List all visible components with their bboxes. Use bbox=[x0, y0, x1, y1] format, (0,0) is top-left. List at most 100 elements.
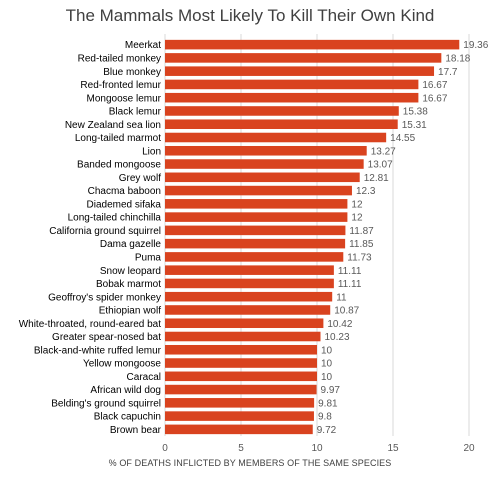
value-label: 13.07 bbox=[368, 160, 393, 171]
category-label: Black capuchin bbox=[94, 412, 161, 423]
category-label: Meerkat bbox=[125, 40, 161, 51]
value-label: 10.23 bbox=[324, 332, 349, 343]
bars bbox=[165, 39, 460, 435]
bar bbox=[165, 66, 435, 76]
value-label: 12.3 bbox=[356, 186, 376, 197]
category-label: Mongoose lemur bbox=[87, 93, 162, 104]
bar bbox=[165, 305, 331, 315]
category-label: Snow leopard bbox=[100, 266, 161, 277]
value-label: 10.42 bbox=[327, 319, 352, 330]
bar bbox=[165, 159, 364, 169]
bar bbox=[165, 238, 346, 249]
bar bbox=[165, 252, 344, 262]
value-label: 11 bbox=[336, 292, 347, 303]
category-labels: Meerkat Red-tailed monkey Blue monkey Red-f… bbox=[19, 40, 162, 436]
category-label: Bobak marmot bbox=[96, 279, 161, 290]
x-axis-title: % OF DEATHS INFLICTED BY MEMBERS OF THE … bbox=[108, 458, 392, 468]
value-label: 12 bbox=[351, 199, 363, 210]
x-tick-label: 15 bbox=[387, 443, 399, 454]
bar bbox=[165, 106, 399, 116]
category-label: Long-tailed marmot bbox=[75, 133, 161, 144]
bar bbox=[165, 424, 313, 435]
bar bbox=[165, 145, 367, 156]
bar bbox=[165, 358, 317, 368]
category-label: Geoffroy's spider monkey bbox=[48, 292, 161, 303]
chart-title: The Mammals Most Likely To Kill Their Ow… bbox=[65, 6, 435, 25]
x-tick-labels: 0 5 10 15 20 bbox=[162, 443, 475, 454]
category-label: Black-and-white ruffed lemur bbox=[34, 345, 162, 356]
value-label: 18.18 bbox=[445, 54, 470, 65]
value-label: 15.31 bbox=[402, 120, 427, 131]
value-label: 15.38 bbox=[403, 107, 428, 118]
category-label: Red-tailed monkey bbox=[78, 54, 161, 65]
value-label: 11.73 bbox=[347, 253, 372, 264]
bar bbox=[165, 225, 346, 236]
bar bbox=[165, 291, 333, 302]
bar bbox=[165, 398, 315, 408]
category-label: Black lemur bbox=[109, 107, 162, 118]
category-label: Yellow mongoose bbox=[83, 359, 161, 370]
category-label: African wild dog bbox=[90, 385, 161, 396]
bar bbox=[165, 92, 419, 103]
value-label: 13.27 bbox=[371, 146, 396, 157]
category-label: Blue monkey bbox=[103, 67, 161, 78]
x-tick-label: 10 bbox=[311, 443, 323, 454]
value-labels: 19.36 18.18 17.7 16.67 16.67 15.38 15.31 14.55 1… bbox=[317, 40, 489, 436]
category-label: Greater spear-nosed bat bbox=[52, 332, 161, 343]
category-label: Ethiopian wolf bbox=[99, 306, 161, 317]
category-label: California ground squirrel bbox=[49, 226, 161, 237]
bar bbox=[165, 119, 398, 130]
category-label: Lion bbox=[142, 146, 161, 157]
category-label: Puma bbox=[135, 253, 162, 264]
bar bbox=[165, 132, 387, 143]
category-label: Belding's ground squirrel bbox=[51, 398, 161, 409]
category-label: Chacma baboon bbox=[88, 186, 161, 197]
bar bbox=[165, 172, 360, 183]
value-label: 9.81 bbox=[318, 398, 338, 409]
value-label: 16.67 bbox=[422, 80, 447, 91]
bar bbox=[165, 199, 348, 209]
bar bbox=[165, 278, 334, 289]
value-label: 9.72 bbox=[317, 425, 337, 436]
value-label: 10.87 bbox=[334, 306, 359, 317]
x-tick-label: 20 bbox=[463, 443, 475, 454]
category-label: New Zealand sea lion bbox=[65, 120, 161, 131]
value-label: 10 bbox=[321, 359, 333, 370]
category-label: Red-fronted lemur bbox=[80, 80, 161, 91]
value-label: 10 bbox=[321, 372, 333, 383]
category-label: Diademed sifaka bbox=[87, 199, 162, 210]
category-label: White-throated, round-eared bat bbox=[19, 319, 162, 330]
value-label: 17.7 bbox=[438, 67, 458, 78]
value-label: 12 bbox=[351, 213, 363, 224]
bar bbox=[165, 331, 321, 342]
bar bbox=[165, 411, 314, 421]
bar bbox=[165, 318, 324, 329]
value-label: 12.81 bbox=[364, 173, 389, 184]
category-label: Dama gazelle bbox=[100, 239, 162, 250]
bar bbox=[165, 53, 442, 63]
value-label: 14.55 bbox=[390, 133, 415, 144]
value-label: 19.36 bbox=[463, 40, 488, 51]
value-label: 11.11 bbox=[338, 279, 362, 290]
value-label: 10 bbox=[321, 345, 333, 356]
value-label: 9.8 bbox=[318, 412, 332, 423]
value-label: 9.97 bbox=[321, 385, 341, 396]
category-label: Long-tailed chinchilla bbox=[68, 213, 162, 224]
bar bbox=[165, 265, 334, 275]
category-label: Brown bear bbox=[110, 425, 162, 436]
category-label: Grey wolf bbox=[119, 173, 161, 184]
value-label: 11.87 bbox=[349, 226, 374, 237]
category-label: Caracal bbox=[127, 372, 161, 383]
x-tick-label: 5 bbox=[238, 443, 244, 454]
value-label: 11.85 bbox=[349, 239, 374, 250]
category-label: Banded mongoose bbox=[77, 160, 161, 171]
value-label: 11.11 bbox=[338, 266, 362, 277]
bar bbox=[165, 384, 317, 395]
bar bbox=[165, 371, 317, 382]
bar bbox=[165, 79, 419, 90]
value-label: 16.67 bbox=[422, 93, 447, 104]
bar bbox=[165, 212, 348, 222]
bar bbox=[165, 344, 317, 355]
x-tick-label: 0 bbox=[162, 443, 168, 454]
